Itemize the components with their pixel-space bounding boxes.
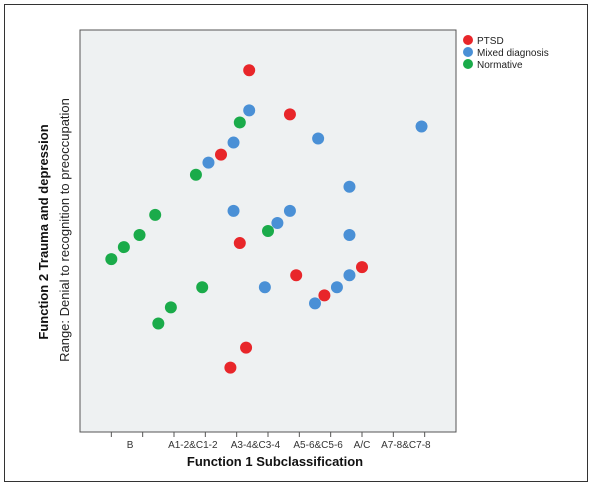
data-points — [105, 64, 428, 374]
data-point-normative — [117, 241, 130, 254]
data-point-mixed-diagnosis — [243, 104, 256, 117]
data-point-ptsd — [318, 289, 331, 302]
data-point-mixed-diagnosis — [343, 269, 356, 282]
data-point-ptsd — [215, 148, 227, 161]
data-point-mixed-diagnosis — [258, 281, 271, 294]
x-tick-label: A7-8&C7-8 — [381, 440, 431, 451]
legend-label-mixed-diagnosis: Mixed diagnosis — [477, 48, 549, 59]
x-axis-title: Function 1 Subclassification — [187, 454, 363, 469]
data-point-mixed-diagnosis — [271, 216, 284, 229]
data-point-mixed-diagnosis — [227, 204, 240, 217]
data-point-mixed-diagnosis — [312, 132, 325, 145]
legend-marker-normative — [463, 59, 473, 69]
data-point-mixed-diagnosis — [227, 136, 240, 149]
data-point-ptsd — [290, 269, 303, 282]
data-point-mixed-diagnosis — [343, 180, 356, 193]
legend-marker-ptsd — [463, 35, 473, 45]
data-point-ptsd — [283, 108, 296, 121]
y-axis-title: Function 2 Trauma and depression — [36, 124, 51, 339]
data-point-ptsd — [240, 341, 253, 354]
data-point-ptsd — [233, 237, 246, 250]
data-point-mixed-diagnosis — [343, 229, 356, 242]
legend-label-normative: Normative — [477, 60, 523, 71]
data-point-normative — [149, 208, 162, 221]
data-point-mixed-diagnosis — [330, 281, 343, 294]
x-tick-label: A1-2&C1-2 — [168, 440, 218, 451]
data-point-mixed-diagnosis — [415, 120, 428, 133]
legend-label-ptsd: PTSD — [477, 36, 504, 47]
data-point-ptsd — [243, 64, 256, 77]
data-point-mixed-diagnosis — [283, 204, 296, 217]
data-point-normative — [233, 116, 246, 129]
data-point-normative — [164, 301, 177, 314]
y-axis-subtitle: Range: Denial to recognition to preoccup… — [57, 98, 72, 362]
x-tick-label: A5-6&C5-6 — [293, 440, 343, 451]
data-point-mixed-diagnosis — [309, 297, 321, 310]
legend-marker-mixed-diagnosis — [463, 47, 473, 57]
data-point-normative — [133, 229, 146, 242]
x-tick-label: A3-4&C3-4 — [231, 440, 281, 451]
x-axis-ticks: B A1-2&C1-2 A3-4&C3-4 A5-6&C5-6 A/C A7-8&C7-8 — [110, 432, 431, 451]
data-point-mixed-diagnosis — [202, 156, 215, 169]
data-point-normative — [262, 225, 274, 237]
data-point-ptsd — [224, 361, 237, 374]
x-tick-label: A/C — [354, 440, 371, 451]
x-tick-label: B — [127, 440, 134, 451]
data-point-normative — [189, 168, 202, 181]
data-point-normative — [105, 253, 118, 266]
data-point-ptsd — [356, 261, 368, 274]
data-point-normative — [152, 317, 165, 330]
data-point-normative — [196, 281, 209, 294]
